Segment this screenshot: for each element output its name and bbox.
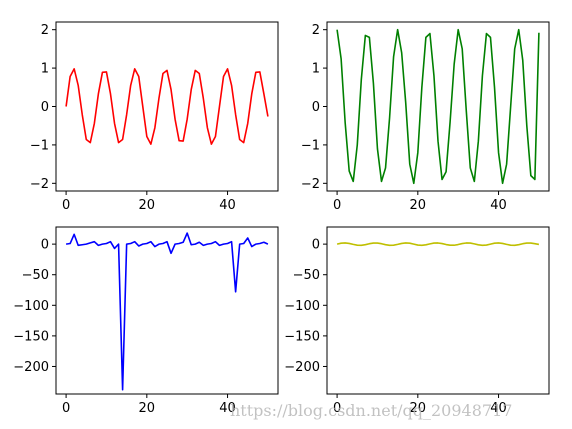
bottom-right-series-line bbox=[336, 242, 540, 247]
top-left-ytick-label: 0 bbox=[41, 100, 49, 115]
top-left-xtick-label: 40 bbox=[219, 198, 236, 213]
bottom-right-ytick-label: −200 bbox=[284, 360, 320, 375]
bottom-left-ytick-label: 0 bbox=[41, 238, 49, 253]
top-left-xtick-label: 0 bbox=[62, 198, 70, 213]
bottom-left-axes-frame bbox=[55, 226, 279, 395]
bottom-left-xtick-label: 20 bbox=[139, 401, 156, 416]
top-right-ytick-label: −1 bbox=[301, 138, 320, 153]
bottom-left-ytick-label: −200 bbox=[13, 360, 49, 375]
bottom-right-xtick-label: 40 bbox=[490, 401, 507, 416]
watermark-text: https://blog.csdn.net/qq_20948717 bbox=[230, 401, 512, 420]
bottom-right-xtick-label: 20 bbox=[410, 401, 427, 416]
bottom-left-series-line bbox=[65, 232, 269, 391]
top-right-xtick-label: 40 bbox=[490, 198, 507, 213]
bottom-right-ytick-label: −150 bbox=[284, 329, 320, 344]
bottom-left-ytick-label: −100 bbox=[13, 299, 49, 314]
subplot-top-right: 0 20 40 2 1 0 −1 −2 bbox=[301, 21, 550, 213]
top-right-ytick-label: −2 bbox=[301, 177, 320, 192]
top-right-series-line bbox=[336, 28, 540, 185]
top-right-ytick-label: 2 bbox=[312, 23, 320, 38]
subplot-top-left: 0 20 40 2 1 0 −1 −2 bbox=[30, 21, 279, 213]
top-right-ytick-label: 1 bbox=[312, 62, 320, 77]
bottom-left-xtick-label: 0 bbox=[62, 401, 70, 416]
bottom-right-ytick-label: 0 bbox=[312, 238, 320, 253]
bottom-right-xtick-label: 0 bbox=[333, 401, 341, 416]
subplot-bottom-left: 0 20 40 0 −50 −100 −150 −200 bbox=[13, 226, 279, 416]
top-left-ytick-label: 1 bbox=[41, 62, 49, 77]
top-left-ytick-label: −1 bbox=[30, 138, 49, 153]
top-right-xtick-label: 20 bbox=[410, 198, 427, 213]
top-right-ytick-label: 0 bbox=[312, 100, 320, 115]
bottom-right-axes-frame bbox=[326, 226, 550, 395]
top-left-ytick-label: −2 bbox=[30, 177, 49, 192]
top-left-xtick-label: 20 bbox=[139, 198, 156, 213]
top-right-xtick-label: 0 bbox=[333, 198, 341, 213]
bottom-right-ytick-label: −50 bbox=[293, 268, 320, 283]
bottom-right-ytick-label: −100 bbox=[284, 299, 320, 314]
top-left-ytick-label: 2 bbox=[41, 23, 49, 38]
subplot-bottom-right: 0 20 40 0 −50 −100 −150 −200 bbox=[284, 226, 550, 416]
top-left-series-line bbox=[65, 68, 269, 145]
bottom-left-xtick-label: 40 bbox=[219, 401, 236, 416]
bottom-left-ytick-label: −50 bbox=[22, 268, 49, 283]
bottom-left-ytick-label: −150 bbox=[13, 329, 49, 344]
top-left-axes-frame bbox=[55, 21, 279, 192]
